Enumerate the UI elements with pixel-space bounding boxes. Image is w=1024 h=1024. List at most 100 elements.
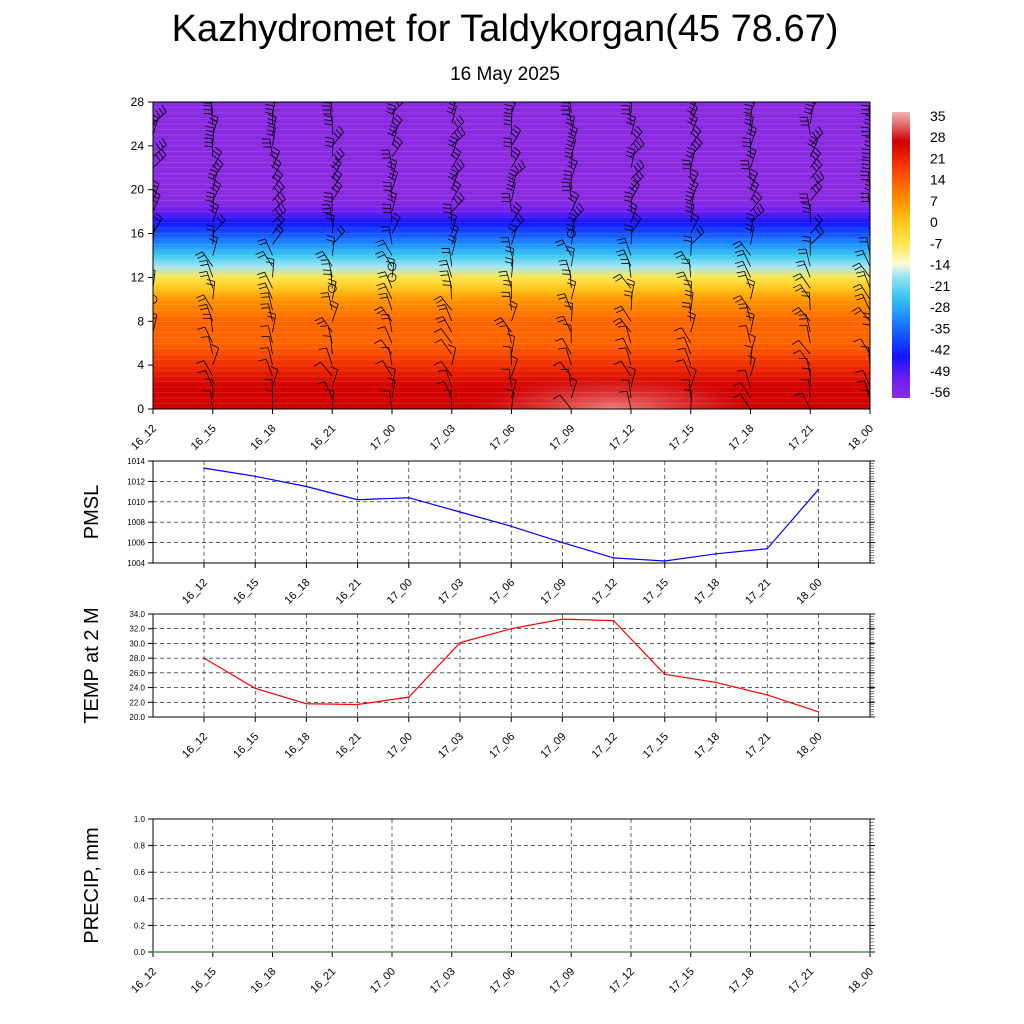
y-tick-label: 0.0	[134, 948, 146, 957]
wind-barb-flag	[447, 143, 455, 148]
wind-barb-flag	[214, 161, 222, 168]
wind-barb-flag	[810, 96, 817, 101]
wind-barb-flag	[208, 121, 216, 126]
wind-barb	[331, 391, 334, 409]
wind-barb-flag	[818, 225, 824, 233]
wind-barb-flag	[749, 96, 756, 100]
x-tick-label: 17_18	[692, 577, 722, 607]
surface-hot-core	[454, 372, 770, 409]
wind-barb-flag	[161, 148, 167, 156]
wind-barb-flag	[210, 234, 218, 239]
wind-barb-flag	[375, 360, 383, 365]
wind-barb	[808, 380, 811, 399]
wind-barb	[272, 229, 284, 245]
wind-barb-flag	[274, 157, 282, 164]
wind-barb	[212, 193, 215, 212]
wind-barb-flag	[435, 298, 444, 304]
wind-barb-flag	[504, 108, 513, 111]
data-point	[715, 681, 717, 684]
wind-barb	[328, 259, 333, 278]
data-point	[356, 703, 359, 706]
x-tick-label: 16_12	[180, 731, 210, 761]
wind-barb-flag	[797, 248, 806, 251]
wind-barb	[326, 347, 333, 366]
wind-barb-flag	[204, 145, 213, 148]
data-point	[809, 951, 812, 953]
wind-barb-flag	[618, 241, 627, 245]
wind-barb-flag	[158, 107, 164, 115]
wind-barb	[448, 248, 453, 267]
wind-barb-flag	[743, 111, 752, 115]
wind-barb-flag	[459, 159, 465, 167]
wind-barb-flag	[864, 86, 872, 88]
wind-barb	[272, 102, 276, 114]
wind-barb-flag	[624, 290, 633, 293]
wind-barb	[500, 317, 512, 333]
wind-barb	[750, 210, 765, 223]
wind-barb	[690, 314, 696, 333]
wind-barb-flag	[686, 191, 695, 195]
wind-barb-flag	[564, 155, 573, 159]
wind-barb	[750, 336, 756, 355]
wind-barb	[390, 204, 393, 223]
wind-barb-flag	[321, 263, 330, 265]
wind-barb-flag	[205, 133, 214, 137]
wind-barb	[746, 325, 751, 344]
wind-barb-flag	[851, 306, 859, 312]
y-axis-label: TEMP at 2 M	[81, 607, 103, 723]
wind-barb-flag	[691, 168, 699, 174]
wind-barb-flag	[746, 212, 755, 217]
wind-barb-flag	[856, 380, 865, 383]
wind-barb-flag	[686, 89, 693, 92]
x-tick-label: 17_12	[607, 423, 637, 453]
wind-barb	[153, 386, 154, 388]
wind-barb-flag	[270, 102, 276, 104]
wind-barb-flag	[565, 249, 574, 254]
data-point	[664, 560, 666, 562]
wind-barb	[861, 293, 870, 311]
wind-barb-flag	[504, 261, 513, 264]
wind-barb	[864, 380, 870, 399]
wind-barb-flag	[434, 361, 442, 366]
data-point	[254, 475, 256, 478]
wind-barb-flag	[802, 239, 811, 242]
wind-barb-flag	[456, 162, 462, 169]
wind-barb	[629, 105, 632, 124]
data-point	[331, 951, 334, 953]
wind-barb	[451, 216, 457, 234]
wind-barb-flag	[450, 168, 459, 174]
wind-barb-flag	[265, 104, 274, 107]
wind-barb	[570, 281, 577, 300]
wind-barb-flag	[325, 388, 334, 392]
wind-barb-flag	[204, 141, 213, 144]
wind-barb-flag	[205, 199, 214, 203]
wind-barb-flag	[739, 307, 748, 309]
wind-barb-flag	[277, 224, 284, 231]
wind-barb	[747, 160, 751, 179]
wind-barb-flag	[561, 269, 571, 271]
wind-barb-flag	[155, 212, 163, 219]
wind-barb	[869, 374, 870, 377]
x-tick-label: 16_18	[249, 966, 279, 996]
y-tick-label: 0	[137, 402, 144, 416]
wind-barb-flag	[268, 96, 275, 99]
wind-barb	[212, 205, 219, 223]
wind-barb-flag	[268, 114, 277, 118]
wind-barb-flag	[388, 161, 396, 166]
wind-barb-flag	[257, 282, 266, 286]
wind-barb-flag	[433, 328, 442, 333]
wind-barb	[630, 117, 636, 135]
wind-barb-flag	[795, 260, 804, 263]
wind-barb-flag	[378, 292, 387, 296]
colorbar-label: -21	[930, 278, 950, 294]
wind-barb	[391, 217, 401, 234]
y-tick-label: 1008	[127, 518, 145, 527]
wind-barb-flag	[567, 139, 575, 144]
wind-barb-flag	[144, 127, 152, 128]
wind-barb-flag	[508, 304, 517, 309]
wind-barb	[267, 325, 273, 344]
wind-barb-flag	[864, 187, 870, 191]
wind-barb-flag	[747, 150, 755, 155]
x-tick-label: 17_12	[590, 731, 620, 761]
wind-barb-flag	[867, 92, 874, 95]
